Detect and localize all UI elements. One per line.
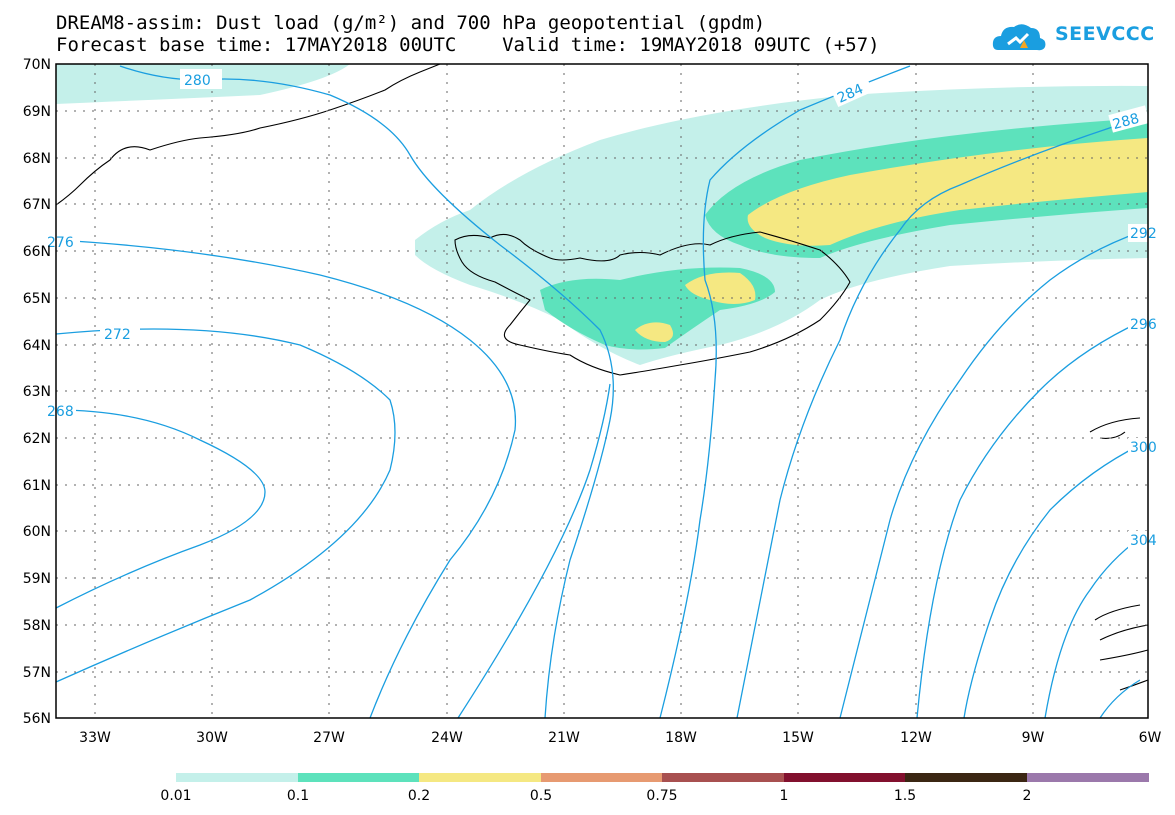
coast-greenland [55,63,441,206]
lon-label-30w: 30W [196,730,228,746]
legend-label-0.2: 0.2 [408,788,430,804]
legend-label-2: 2 [1023,788,1032,804]
lat-label-62n: 62N [23,431,51,447]
lon-label-33w: 33W [79,730,111,746]
lat-label-64n: 64N [23,338,51,354]
contour-288 [736,117,1141,719]
legend-swatch-1 [176,773,298,782]
color-legend: 0.01 0.1 0.2 0.5 0.75 1 1.5 2 [160,773,1149,804]
legend-swatch-3 [419,773,541,782]
contour-284b [457,383,611,719]
map-subtitle: Forecast base time: 17MAY2018 00UTC Vali… [56,34,880,56]
map-frame [55,63,1149,719]
contour-label-272: 272 [104,327,131,343]
lat-label-67n: 67N [23,197,51,213]
dust-high-area-east [747,138,1148,246]
dust-high-area-iceland-2 [635,322,674,342]
cloud-icon [992,24,1046,51]
lat-label-69n: 69N [23,104,51,120]
legend-swatch-4 [541,773,662,782]
lon-label-15w: 15W [782,730,814,746]
contour-label-296: 296 [1130,317,1157,333]
contour-label-304: 304 [1130,533,1157,549]
contour-308 [1099,679,1141,719]
legend-label-1: 1 [780,788,789,804]
legend-label-1.5: 1.5 [894,788,916,804]
coast-faroe [1089,417,1141,439]
dust-high-area-iceland-1 [685,272,756,304]
contour-280 [119,65,614,719]
lon-label-12w: 12W [900,730,932,746]
contour-284 [659,65,911,719]
lat-label-56n: 56N [23,711,51,727]
lat-label-68n: 68N [23,151,51,167]
latitude-labels: 70N 69N 68N 67N 66N 65N 64N 63N 62N 61N … [23,57,51,727]
contour-labels: 280 284 288 276 272 268 292 296 300 304 [47,69,1157,549]
contour-label-300: 300 [1130,440,1157,456]
contour-label-280: 280 [184,73,211,89]
legend-swatch-2 [298,773,419,782]
contour-276 [55,239,517,719]
lat-label-63n: 63N [23,384,51,400]
logo-text: SEEVCCC [1055,23,1155,45]
contour-296 [916,321,1141,719]
dust-shading [56,64,1148,365]
contour-272 [55,328,396,683]
legend-swatch-6 [784,773,905,782]
lat-label-65n: 65N [23,291,51,307]
legend-swatch-8 [1027,773,1149,782]
lon-label-6w: 6W [1139,730,1162,746]
legend-swatch-7 [905,773,1027,782]
lon-label-24w: 24W [431,730,463,746]
contour-label-276: 276 [47,235,74,251]
lon-label-9w: 9W [1022,730,1045,746]
legend-label-0.5: 0.5 [530,788,552,804]
legend-label-0.1: 0.1 [287,788,309,804]
graticule [56,64,1148,718]
coast-scotland [1094,604,1149,691]
geopotential-contours [55,65,1141,719]
legend-label-0.01: 0.01 [160,788,191,804]
lon-label-18w: 18W [665,730,697,746]
lat-label-58n: 58N [23,618,51,634]
longitude-labels: 33W 30W 27W 24W 21W 18W 15W 12W 9W 6W [79,730,1161,746]
map-title: DREAM8-assim: Dust load (g/m²) and 700 h… [56,12,766,34]
coast-iceland [454,231,851,376]
contour-292 [839,231,1141,719]
contour-label-268: 268 [47,404,74,420]
lon-label-27w: 27W [313,730,345,746]
lat-label-66n: 66N [23,244,51,260]
lat-label-57n: 57N [23,665,51,681]
contour-label-292: 292 [1130,226,1157,242]
contour-label-288: 288 [1111,111,1141,133]
coastlines [55,63,1149,691]
lat-label-60n: 60N [23,524,51,540]
lat-label-70n: 70N [23,57,51,73]
contour-300 [963,444,1141,719]
legend-label-0.75: 0.75 [646,788,677,804]
lat-label-59n: 59N [23,571,51,587]
contour-268 [55,409,266,609]
contour-304 [1044,537,1141,719]
legend-swatch-5 [662,773,784,782]
lon-label-21w: 21W [548,730,580,746]
lat-label-61n: 61N [23,478,51,494]
